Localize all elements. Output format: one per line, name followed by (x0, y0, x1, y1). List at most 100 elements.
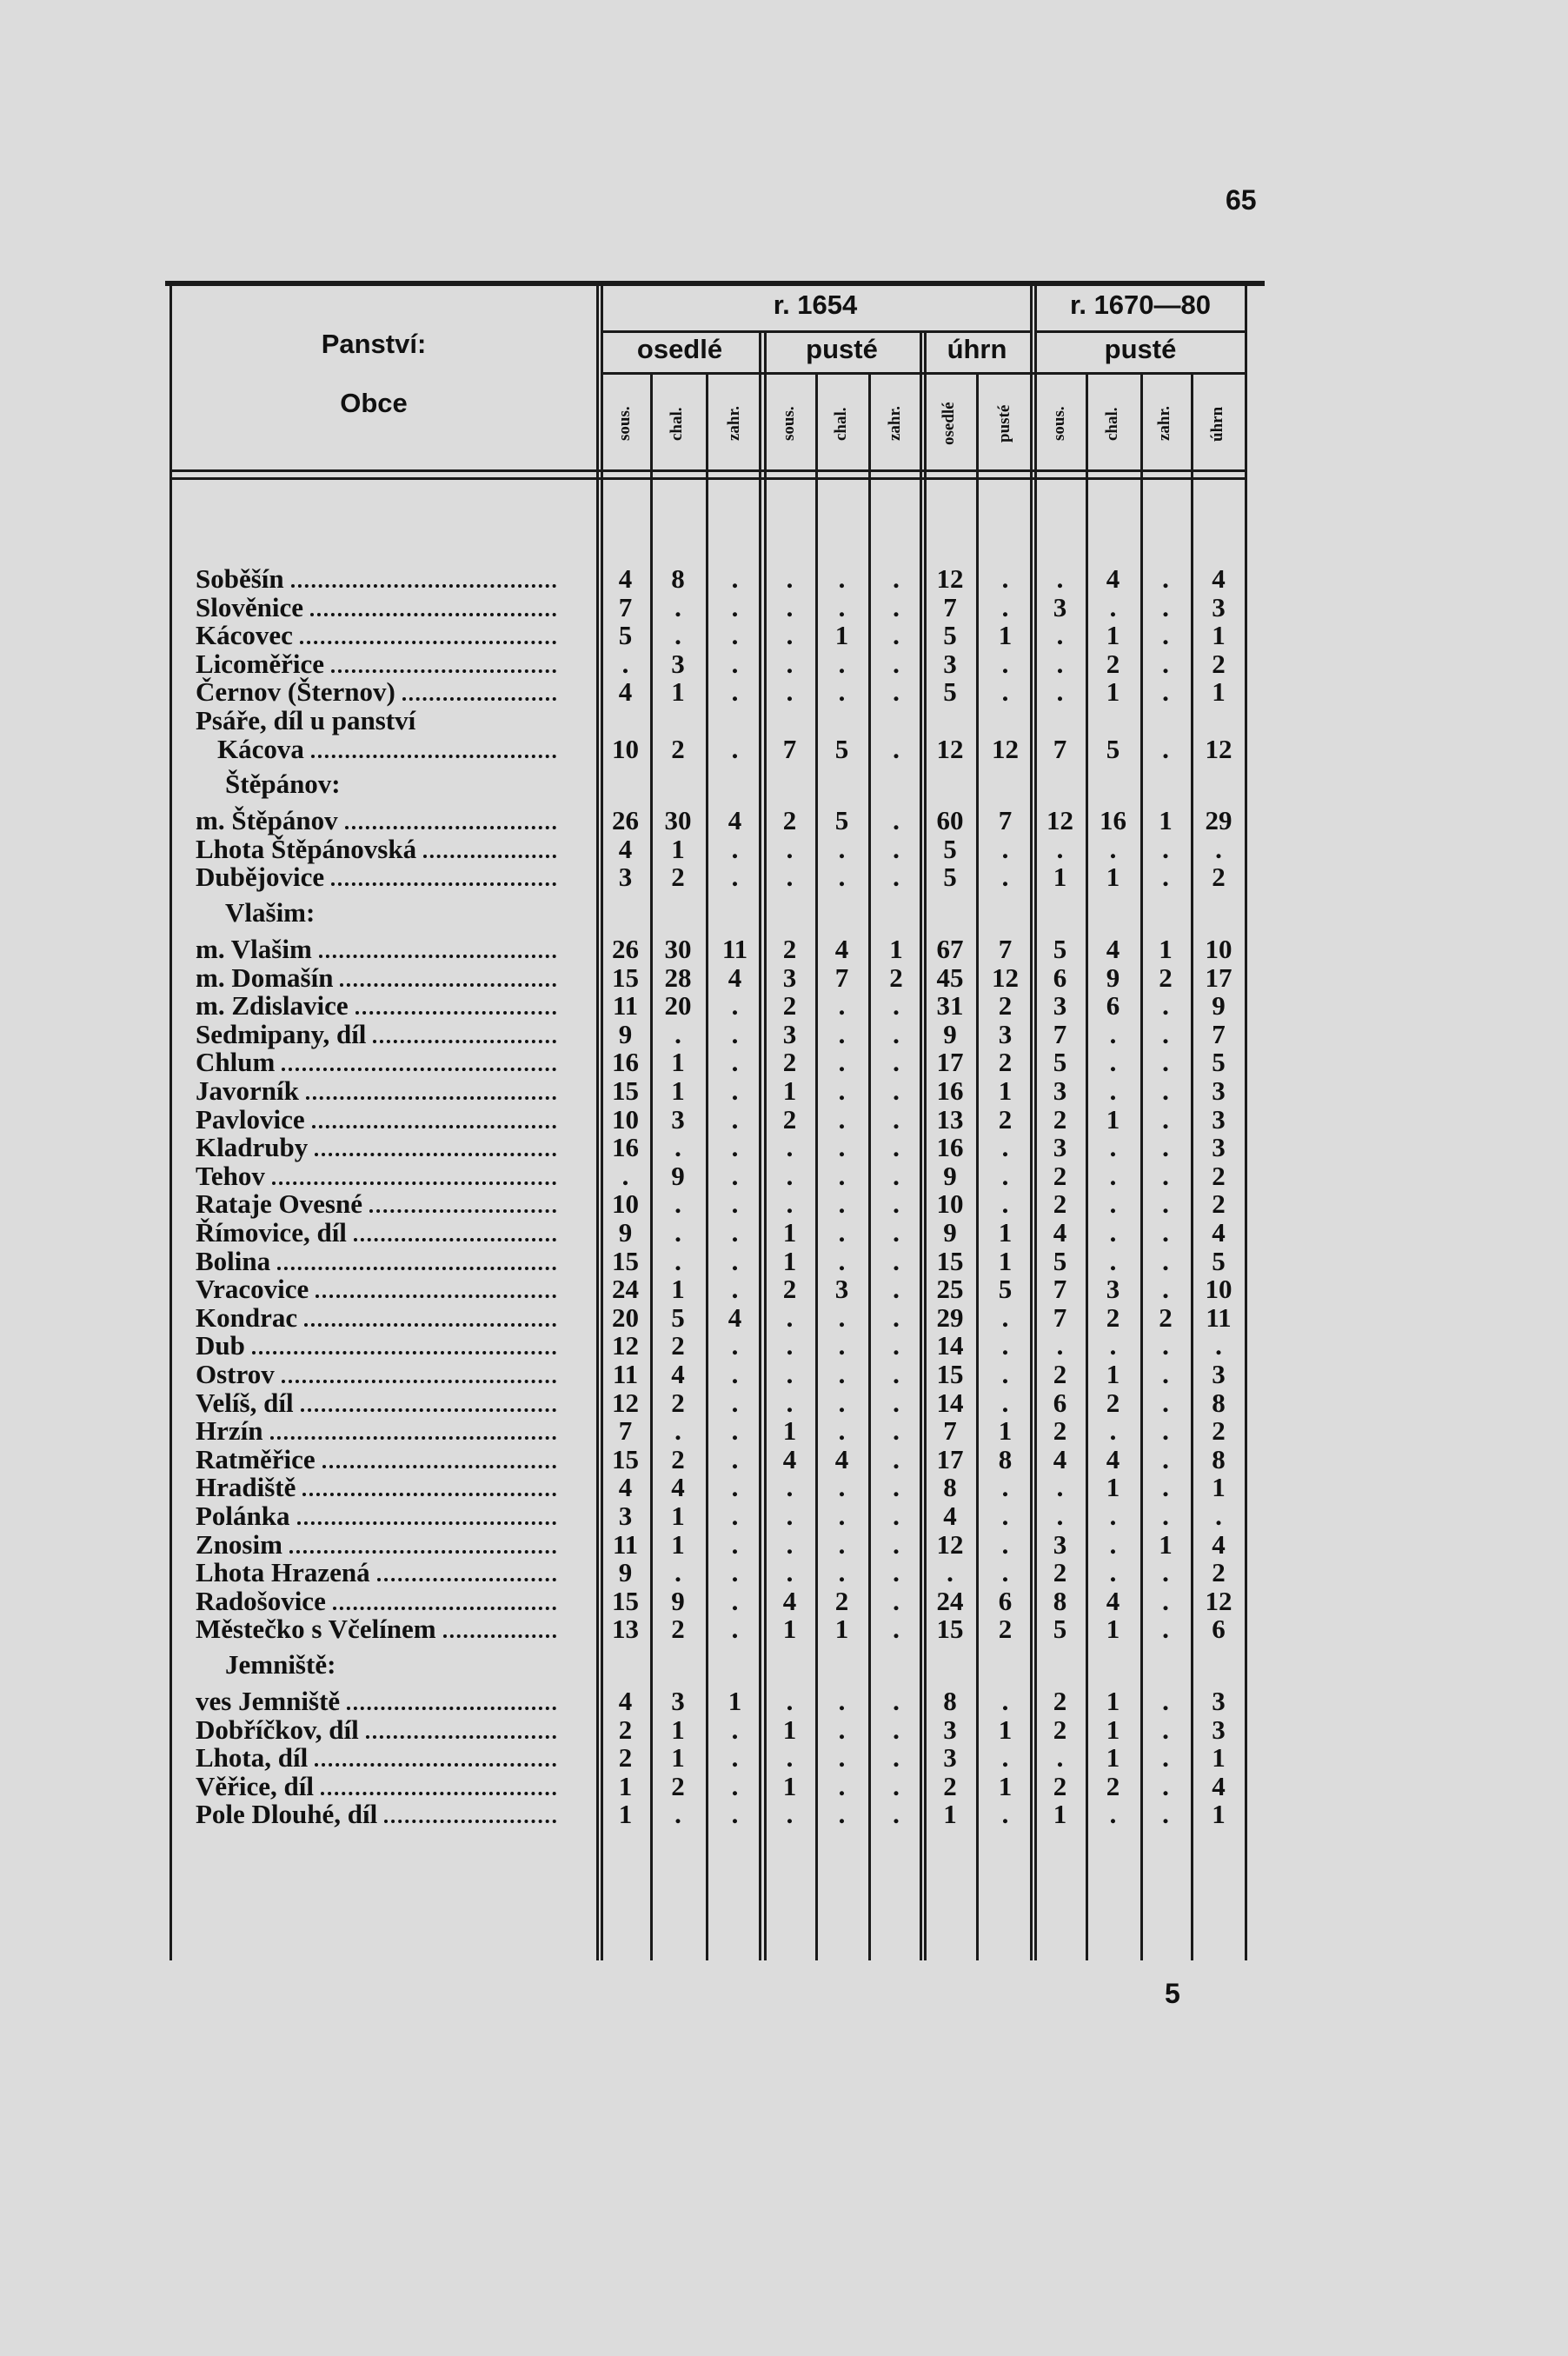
village-label: Ostrov (196, 1359, 275, 1389)
dot-leader (310, 612, 556, 616)
table-cell: 20 (664, 990, 692, 1022)
village-header: Obce (340, 388, 408, 418)
table-cell: . (1215, 833, 1222, 864)
village-name: Soběšín (196, 563, 565, 595)
table-cell: 9 (671, 1585, 685, 1616)
table-cell: 8 (671, 563, 685, 594)
table-cell: . (731, 1415, 739, 1447)
table-cell: . (1056, 833, 1064, 864)
table-cell: . (1162, 833, 1169, 864)
table-cell: 5 (943, 862, 957, 893)
table-cell: . (731, 1387, 739, 1418)
table-cell: . (1215, 1330, 1222, 1361)
table-cell: 4 (618, 563, 633, 594)
dot-leader (347, 1707, 556, 1710)
table-cell: 5 (1106, 733, 1120, 764)
village-label: Radošovice (196, 1585, 326, 1616)
table-cell: 2 (671, 1614, 685, 1645)
table-cell: . (786, 1472, 794, 1503)
table-cell: 15 (936, 1359, 964, 1389)
village-name: Tehov (196, 1161, 565, 1192)
village-name: Ostrov (196, 1359, 565, 1390)
table-cell: . (1162, 1274, 1169, 1305)
table-cell: . (786, 591, 794, 622)
table-cell: . (838, 1472, 846, 1503)
table-cell: . (786, 1557, 794, 1588)
village-label: m. Vlašim (196, 934, 312, 964)
table-cell: 2 (834, 1585, 849, 1616)
table-row: Lhota Hrazená 9....... 2.. 2 (0, 1557, 1568, 1588)
table-cell: . (786, 1330, 794, 1361)
table-cell: 1 (998, 1714, 1013, 1745)
table-cell: 9 (618, 1217, 633, 1248)
column-rule (1086, 374, 1088, 1960)
table-cell: 4 (618, 833, 633, 864)
table-cell: 4 (671, 1359, 685, 1389)
table-cell: 2 (998, 1614, 1013, 1645)
table-cell: 4 (1212, 1528, 1226, 1560)
table-cell: . (893, 1387, 900, 1418)
table-cell: . (838, 1557, 846, 1588)
table-cell: . (1162, 591, 1169, 622)
table-cell: 4 (1212, 563, 1226, 594)
dot-leader (271, 1181, 556, 1185)
table-cell: . (1162, 648, 1169, 679)
table-cell: 5 (671, 1301, 685, 1333)
table-cell: 5 (834, 733, 849, 764)
table-cell: 10 (612, 733, 639, 764)
table-cell: . (731, 1160, 739, 1191)
table-cell: . (893, 1714, 900, 1745)
table-cell: . (1001, 862, 1009, 893)
table-cell: . (1001, 1330, 1009, 1361)
table-cell: 17 (1205, 962, 1232, 993)
table-cell: 1 (1106, 676, 1120, 708)
table-cell: 7 (782, 733, 797, 764)
table-cell: . (1001, 648, 1009, 679)
table-cell: . (1056, 1330, 1064, 1361)
table-cell: 2 (782, 1274, 797, 1305)
table-cell: . (893, 833, 900, 864)
table-cell: . (893, 1330, 900, 1361)
group-header: pusté (1104, 334, 1177, 364)
table-cell: 1 (1159, 934, 1173, 964)
table-cell: . (731, 1528, 739, 1560)
table-cell: . (838, 1245, 846, 1276)
table-cell: 1 (1159, 1528, 1173, 1560)
table-cell: 16 (1100, 805, 1126, 836)
dot-leader (289, 1549, 556, 1554)
table-cell: . (893, 620, 900, 651)
table-cell: . (893, 676, 900, 708)
table-cell: . (731, 990, 739, 1022)
table-cell: 3 (1212, 1359, 1226, 1389)
table-cell: . (731, 1217, 739, 1248)
table-cell: . (838, 1359, 846, 1389)
village-label: Javorník (196, 1075, 299, 1106)
table-cell: 3 (1212, 1714, 1226, 1745)
table-cell: . (1162, 676, 1169, 708)
table-cell: 2 (671, 862, 685, 893)
table-cell: 1 (998, 1415, 1013, 1447)
table-cell: 1 (1106, 862, 1120, 893)
table-cell: . (786, 1359, 794, 1389)
group-header: úhrn (947, 334, 1007, 364)
table-cell: 1 (1212, 676, 1226, 708)
table-cell: 2 (1106, 1387, 1120, 1418)
year-header: r. 1670—80 (1069, 290, 1212, 320)
table-cell: . (1162, 1018, 1169, 1049)
table-cell: . (838, 676, 846, 708)
village-name: Sedmipany, díl (196, 1019, 565, 1050)
table-cell: 8 (1212, 1387, 1226, 1418)
table-cell: 4 (1053, 1217, 1067, 1248)
dot-leader (318, 955, 556, 958)
dot-leader (353, 1238, 556, 1241)
table-cell: . (893, 1103, 900, 1135)
table-row: Slověnice 7..... 7. 3.. 3 (0, 591, 1568, 622)
table-cell: 1 (671, 1528, 685, 1560)
table-cell: 5 (1212, 1047, 1226, 1078)
table-cell: 13 (612, 1614, 639, 1645)
table-cell: . (1109, 1557, 1117, 1588)
table-row: Psáře, díl u panství (0, 705, 1568, 735)
table-cell: . (893, 563, 900, 594)
table-cell: . (1162, 733, 1169, 764)
header-rule (601, 372, 1246, 375)
